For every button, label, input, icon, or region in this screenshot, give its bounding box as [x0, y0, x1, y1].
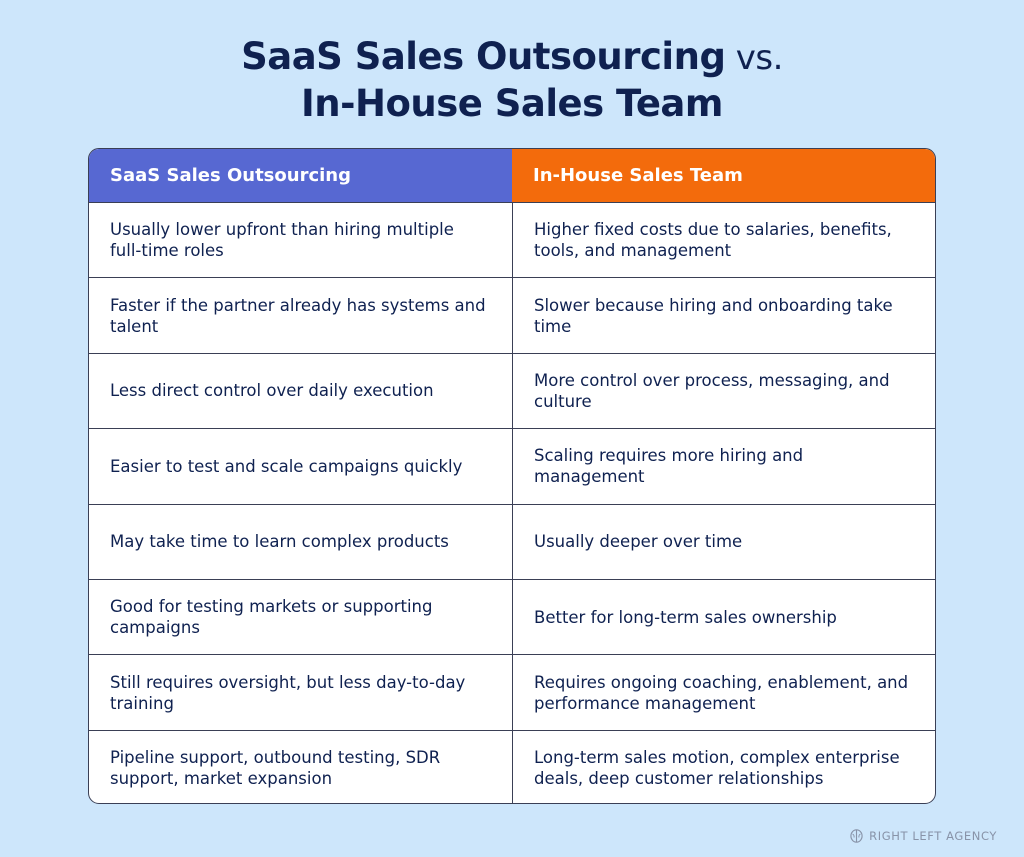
cell-in-house: Higher fixed costs due to salaries, bene… [512, 203, 935, 278]
table-row: Faster if the partner already has system… [89, 277, 935, 353]
cell-in-house: Better for long-term sales ownership [512, 579, 935, 655]
title-vs: vs. [725, 38, 784, 78]
table-row: Still requires oversight, but less day-t… [89, 654, 935, 730]
title-line-1: SaaS Sales Outsourcing vs. [0, 34, 1024, 81]
title-main: SaaS Sales Outsourcing [241, 35, 726, 78]
cell-in-house: Usually deeper over time [512, 504, 935, 579]
title-line-2: In-House Sales Team [301, 82, 723, 125]
table-row: Good for testing markets or supporting c… [89, 578, 935, 655]
table-row: Usually lower upfront than hiring multip… [89, 202, 935, 278]
cell-in-house: Long-term sales motion, complex enterpri… [512, 730, 935, 803]
cell-outsourcing: Good for testing markets or supporting c… [110, 597, 433, 638]
table-row: Easier to test and scale campaigns quick… [89, 428, 935, 504]
cell-in-house: More control over process, messaging, an… [512, 353, 935, 429]
cell-outsourcing: Easier to test and scale campaigns quick… [110, 456, 463, 476]
cell-outsourcing: May take time to learn complex products [110, 532, 449, 552]
cell-outsourcing: Less direct control over daily execution [110, 381, 434, 401]
cell-in-house: Requires ongoing coaching, enablement, a… [512, 655, 935, 730]
cell-outsourcing: Usually lower upfront than hiring multip… [110, 220, 454, 261]
header-outsourcing: SaaS Sales Outsourcing [89, 149, 512, 202]
table-row: Pipeline support, outbound testing, SDR … [89, 729, 935, 803]
cell-in-house: Slower because hiring and onboarding tak… [512, 278, 935, 353]
table-header-row: SaaS Sales Outsourcing In-House Sales Te… [89, 149, 935, 202]
cell-outsourcing: Still requires oversight, but less day-t… [110, 672, 466, 713]
brand-name: RIGHT LEFT AGENCY [869, 829, 997, 843]
brain-logo-icon [850, 829, 863, 843]
comparison-table: SaaS Sales Outsourcing In-House Sales Te… [88, 148, 936, 804]
cell-outsourcing: Pipeline support, outbound testing, SDR … [110, 747, 441, 788]
table-row: May take time to learn complex products … [89, 503, 935, 579]
table-row: Less direct control over daily execution… [89, 352, 935, 429]
cell-outsourcing: Faster if the partner already has system… [110, 295, 486, 336]
header-in-house: In-House Sales Team [512, 149, 935, 202]
cell-in-house: Scaling requires more hiring and managem… [512, 429, 935, 504]
page-title: SaaS Sales Outsourcing vs. In-House Sale… [0, 34, 1024, 127]
brand-footer: RIGHT LEFT AGENCY [850, 829, 997, 843]
